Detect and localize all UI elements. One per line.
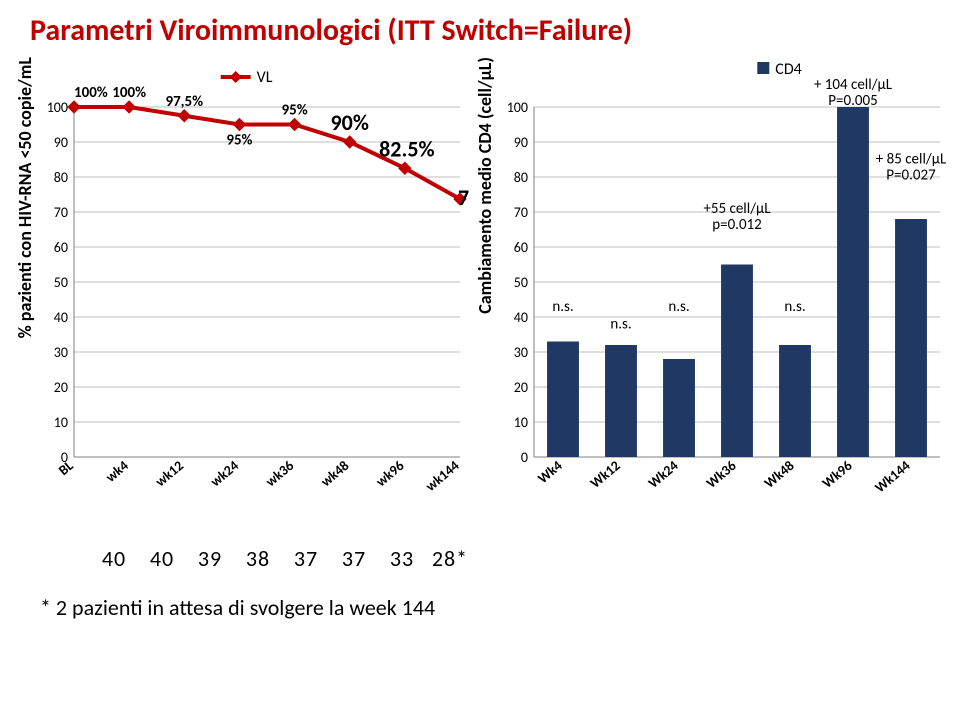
- svg-text:Wk48: Wk48: [761, 457, 798, 492]
- svg-text:73.7%: 73.7%: [458, 184, 470, 211]
- svg-text:70: 70: [54, 204, 68, 221]
- svg-text:60: 60: [514, 239, 528, 256]
- bar-chart-y-label: Cambiamento medio CD4 (cell/µL): [470, 57, 500, 314]
- svg-text:90: 90: [514, 134, 528, 151]
- bar-chart: 0 10 20 30 40 50 60 70 80 90 100 Wk4 Wk12 Wk24 Wk36 Wk4…: [500, 57, 950, 527]
- n-value: 40: [90, 545, 138, 572]
- n-value: 33: [378, 545, 426, 572]
- page-title: Parametri Viroimmunologici (ITT Switch=F…: [0, 0, 960, 57]
- svg-text:n.s.: n.s.: [784, 298, 805, 316]
- svg-text:Wk36: Wk36: [703, 457, 740, 492]
- svg-text:wk144: wk144: [422, 457, 462, 495]
- line-chart-y-label: % pazienti con HIV-RNA <50 copie/mL: [10, 57, 40, 338]
- svg-text:Wk12: Wk12: [587, 457, 624, 492]
- svg-text:80: 80: [514, 169, 528, 186]
- svg-text:BL: BL: [55, 457, 77, 479]
- sample-size-row: 4040393837373328*: [0, 527, 960, 576]
- svg-text:Wk24: Wk24: [645, 457, 682, 492]
- svg-text:40: 40: [54, 309, 68, 326]
- svg-text:Wk96: Wk96: [819, 457, 856, 492]
- footnote: * 2 pazienti in attesa di svolgere la we…: [0, 576, 960, 621]
- svg-text:50: 50: [54, 274, 68, 291]
- svg-text:wk48: wk48: [317, 457, 352, 490]
- svg-text:95%: 95%: [282, 102, 308, 120]
- svg-text:10: 10: [514, 414, 528, 431]
- svg-text:VL: VL: [257, 68, 273, 87]
- svg-text:0: 0: [521, 449, 528, 466]
- svg-text:97,5%: 97,5%: [165, 93, 203, 111]
- svg-text:Wk4: Wk4: [534, 457, 565, 487]
- svg-text:10: 10: [54, 414, 68, 431]
- svg-text:wk36: wk36: [262, 457, 297, 490]
- svg-text:40: 40: [514, 309, 528, 326]
- svg-text:wk96: wk96: [372, 457, 407, 490]
- svg-text:CD4: CD4: [775, 60, 801, 79]
- svg-text:n.s.: n.s.: [668, 298, 689, 316]
- n-value: 39: [186, 545, 234, 572]
- svg-text:P=0.027: P=0.027: [886, 167, 936, 185]
- svg-text:Wk144: Wk144: [871, 457, 913, 496]
- svg-text:100: 100: [507, 99, 528, 116]
- svg-text:p=0.012: p=0.012: [712, 216, 762, 234]
- svg-text:wk12: wk12: [152, 457, 187, 490]
- charts-row: % pazienti con HIV-RNA <50 copie/mL 0 10 2…: [0, 57, 960, 527]
- svg-text:n.s.: n.s.: [610, 316, 631, 334]
- svg-text:wk4: wk4: [102, 457, 132, 486]
- svg-text:20: 20: [514, 379, 528, 396]
- svg-text:n.s.: n.s.: [552, 298, 573, 316]
- n-value: 28*: [426, 545, 474, 572]
- svg-text:wk24: wk24: [207, 457, 242, 490]
- svg-text:90%: 90%: [331, 109, 369, 136]
- svg-text:95%: 95%: [226, 132, 252, 150]
- svg-text:100: 100: [47, 99, 68, 116]
- n-value: 38: [234, 545, 282, 572]
- svg-text:30: 30: [514, 344, 528, 361]
- svg-text:50: 50: [514, 274, 528, 291]
- line-chart-wrap: % pazienti con HIV-RNA <50 copie/mL 0102…: [10, 57, 470, 527]
- svg-text:70: 70: [514, 204, 528, 221]
- bar-chart-wrap: Cambiamento medio CD4 (cell/µL) 0 10 20 30 4…: [470, 57, 950, 527]
- svg-text:60: 60: [54, 239, 68, 256]
- n-value: 37: [330, 545, 378, 572]
- n-value: 40: [138, 545, 186, 572]
- svg-text:90: 90: [54, 134, 68, 151]
- line-chart: 0102030405060708090100100%100%97,5%95%95…: [40, 57, 470, 527]
- svg-text:100%: 100%: [74, 84, 108, 102]
- svg-text:82.5%: 82.5%: [379, 135, 434, 162]
- svg-text:80: 80: [54, 169, 68, 186]
- svg-text:P=0.005: P=0.005: [828, 92, 877, 110]
- n-value: 37: [282, 545, 330, 572]
- svg-text:30: 30: [54, 344, 68, 361]
- svg-text:100%: 100%: [112, 84, 146, 102]
- svg-text:20: 20: [54, 379, 68, 396]
